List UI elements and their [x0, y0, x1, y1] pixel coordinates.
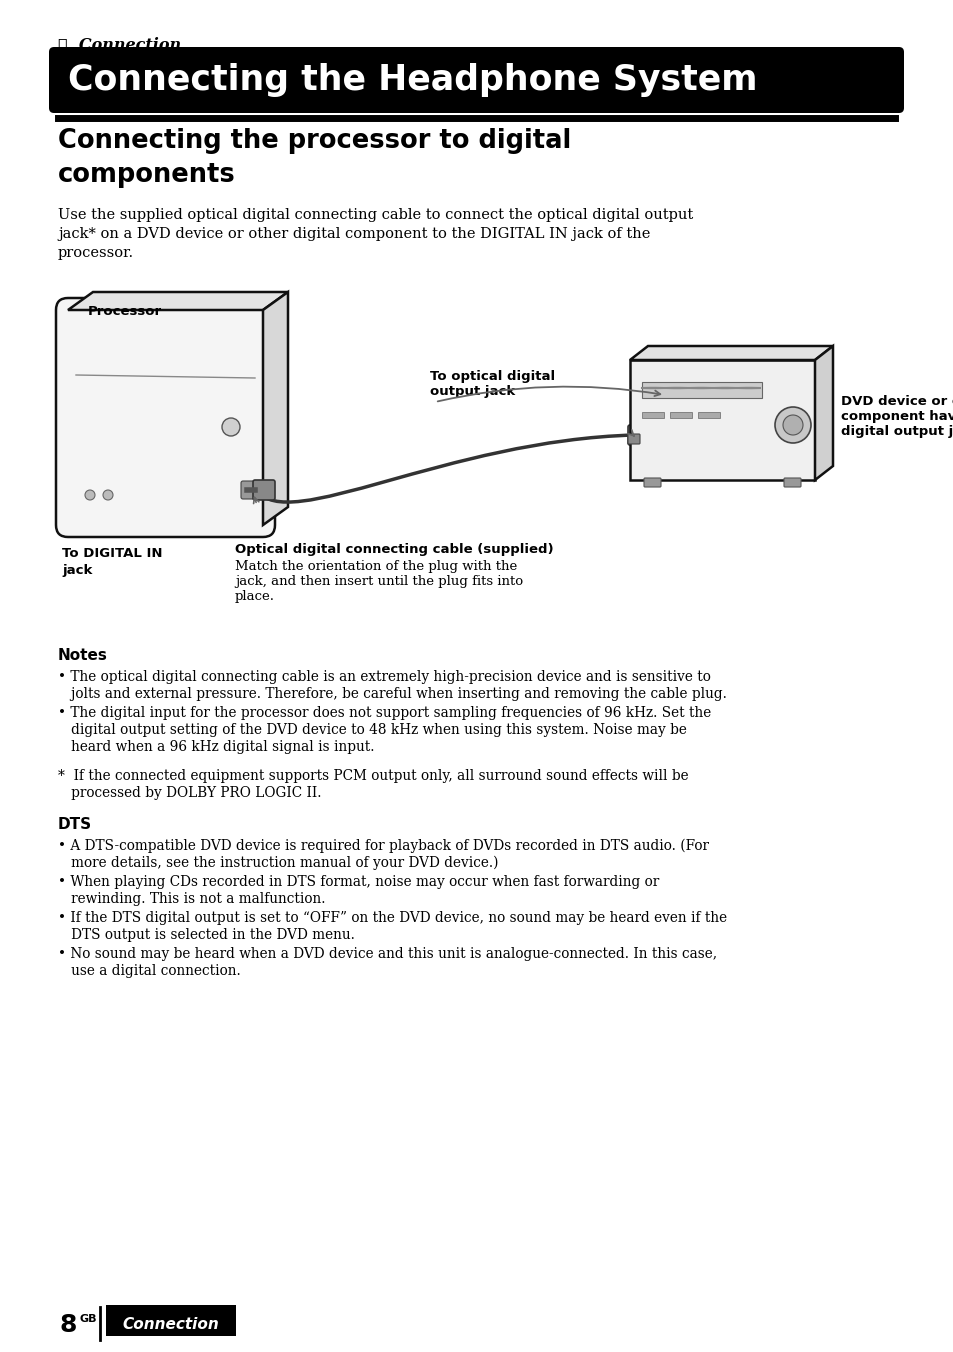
Text: To optical digital: To optical digital: [430, 370, 555, 383]
Text: components: components: [58, 162, 235, 188]
Text: • The digital input for the processor does not support sampling frequencies of 9: • The digital input for the processor do…: [58, 706, 711, 721]
Text: Connection: Connection: [123, 1317, 219, 1332]
FancyBboxPatch shape: [253, 480, 274, 500]
Text: jack* on a DVD device or other digital component to the DIGITAL IN jack of the: jack* on a DVD device or other digital c…: [58, 227, 650, 241]
Text: *  If the connected equipment supports PCM output only, all surround sound effec: * If the connected equipment supports PC…: [58, 769, 688, 783]
Text: Match the orientation of the plug with the: Match the orientation of the plug with t…: [234, 560, 517, 573]
Polygon shape: [263, 292, 288, 525]
Text: DTS output is selected in the DVD menu.: DTS output is selected in the DVD menu.: [58, 927, 355, 942]
Text: jack, and then insert until the plug fits into: jack, and then insert until the plug fit…: [234, 575, 522, 588]
Circle shape: [774, 407, 810, 443]
FancyBboxPatch shape: [241, 481, 258, 499]
Text: more details, see the instruction manual of your DVD device.): more details, see the instruction manual…: [58, 856, 498, 871]
Text: processor.: processor.: [58, 246, 134, 260]
FancyBboxPatch shape: [627, 434, 639, 443]
Text: ☏  Connection: ☏ Connection: [58, 37, 181, 53]
FancyBboxPatch shape: [641, 412, 663, 418]
Text: Connecting the processor to digital: Connecting the processor to digital: [58, 128, 571, 154]
Text: component having an optical: component having an optical: [841, 410, 953, 423]
Text: • When playing CDs recorded in DTS format, noise may occur when fast forwarding : • When playing CDs recorded in DTS forma…: [58, 875, 659, 890]
Text: Use the supplied optical digital connecting cable to connect the optical digital: Use the supplied optical digital connect…: [58, 208, 693, 222]
Text: Notes: Notes: [58, 648, 108, 662]
Text: GB: GB: [80, 1314, 97, 1325]
Text: Optical digital connecting cable (supplied): Optical digital connecting cable (suppli…: [234, 544, 553, 556]
FancyBboxPatch shape: [106, 1305, 235, 1336]
FancyBboxPatch shape: [783, 479, 801, 487]
Text: rewinding. This is not a malfunction.: rewinding. This is not a malfunction.: [58, 892, 325, 906]
Text: output jack: output jack: [430, 385, 515, 397]
Text: processed by DOLBY PRO LOGIC II.: processed by DOLBY PRO LOGIC II.: [58, 786, 321, 800]
FancyBboxPatch shape: [643, 479, 660, 487]
Text: Processor: Processor: [88, 306, 162, 318]
Text: digital output jack: digital output jack: [841, 425, 953, 438]
FancyBboxPatch shape: [627, 425, 649, 445]
Text: • A DTS-compatible DVD device is required for playback of DVDs recorded in DTS a: • A DTS-compatible DVD device is require…: [58, 840, 708, 853]
FancyBboxPatch shape: [698, 412, 720, 418]
Text: • If the DTS digital output is set to “OFF” on the DVD device, no sound may be h: • If the DTS digital output is set to “O…: [58, 911, 726, 925]
Text: Connecting the Headphone System: Connecting the Headphone System: [68, 64, 757, 97]
FancyBboxPatch shape: [49, 47, 903, 114]
Text: heard when a 96 kHz digital signal is input.: heard when a 96 kHz digital signal is in…: [58, 740, 375, 754]
Text: DVD device or other digital: DVD device or other digital: [841, 395, 953, 408]
Text: place.: place.: [234, 589, 274, 603]
FancyBboxPatch shape: [669, 412, 691, 418]
Circle shape: [85, 489, 95, 500]
Text: jack: jack: [62, 564, 92, 577]
Polygon shape: [814, 346, 832, 480]
Text: jolts and external pressure. Therefore, be careful when inserting and removing t: jolts and external pressure. Therefore, …: [58, 687, 726, 700]
FancyBboxPatch shape: [56, 297, 274, 537]
Polygon shape: [629, 346, 832, 360]
Text: 8: 8: [60, 1314, 77, 1337]
FancyBboxPatch shape: [629, 360, 814, 480]
FancyBboxPatch shape: [641, 383, 761, 397]
Circle shape: [782, 415, 802, 435]
Circle shape: [103, 489, 112, 500]
Text: DTS: DTS: [58, 817, 92, 831]
Circle shape: [222, 418, 240, 435]
Text: To DIGITAL IN: To DIGITAL IN: [62, 548, 162, 560]
Text: • No sound may be heard when a DVD device and this unit is analogue-connected. I: • No sound may be heard when a DVD devic…: [58, 946, 717, 961]
Text: • The optical digital connecting cable is an extremely high-precision device and: • The optical digital connecting cable i…: [58, 671, 710, 684]
Text: use a digital connection.: use a digital connection.: [58, 964, 240, 977]
Text: digital output setting of the DVD device to 48 kHz when using this system. Noise: digital output setting of the DVD device…: [58, 723, 686, 737]
Polygon shape: [68, 292, 288, 310]
